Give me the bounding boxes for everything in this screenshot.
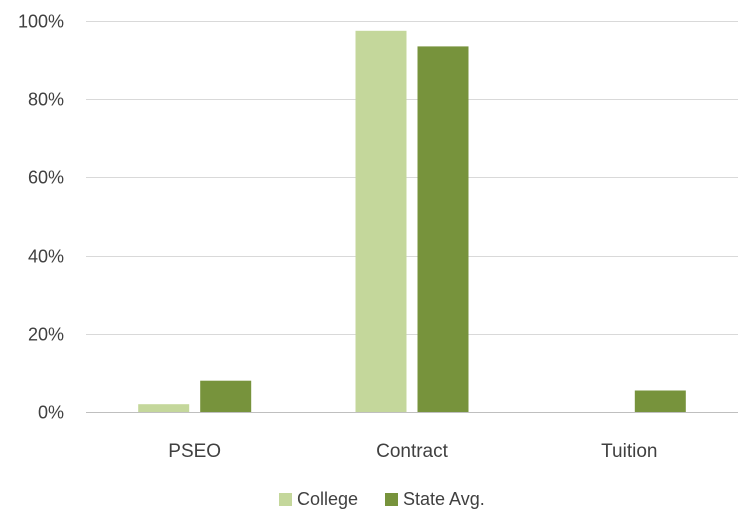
legend: College State Avg. (279, 489, 485, 509)
gridlines (86, 21, 738, 413)
x-category-label: Contract (376, 441, 449, 462)
y-tick-label: 0% (38, 403, 64, 423)
x-axis-category-labels: PSEO Contract Tuition (168, 441, 657, 462)
bar-college-pseo (138, 404, 190, 412)
bar-college-contract (355, 30, 407, 413)
y-tick-label: 80% (28, 90, 64, 110)
x-category-label: Tuition (601, 441, 657, 462)
y-axis-tick-labels: 0% 20% 40% 60% 80% 100% (18, 12, 64, 423)
bar-state-avg-tuition (634, 390, 686, 412)
bar-state-avg-pseo (200, 380, 252, 412)
legend-swatch (385, 493, 398, 506)
x-category-label: PSEO (168, 441, 221, 462)
y-tick-label: 40% (28, 247, 64, 267)
y-tick-label: 100% (18, 12, 64, 32)
bar-state-avg-contract (417, 46, 469, 413)
legend-swatch (279, 493, 292, 506)
legend-label: State Avg. (403, 489, 485, 509)
y-tick-label: 60% (28, 168, 64, 188)
bars (138, 30, 686, 413)
legend-label: College (297, 489, 358, 509)
y-tick-label: 20% (28, 325, 64, 345)
